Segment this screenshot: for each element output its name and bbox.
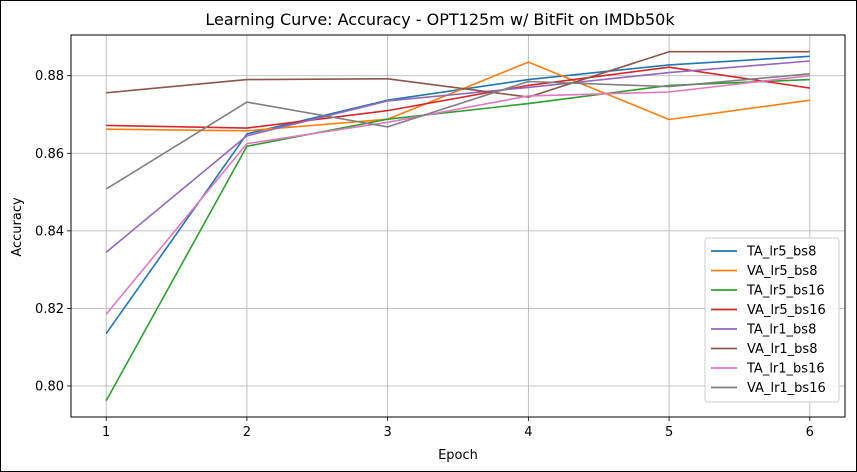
x-tick-label: 1 [102, 425, 110, 440]
y-axis-label: Accuracy [10, 197, 25, 257]
legend-entry-label: TA_lr1_bs8 [746, 323, 816, 338]
series-line-VA_lr1_bs16 [105, 73, 810, 190]
x-tick-label: 3 [383, 425, 391, 440]
grid-lines [71, 35, 845, 417]
x-tick-label: 6 [806, 425, 814, 440]
x-tick-label: 5 [665, 425, 673, 440]
series-line-VA_lr5_bs16 [106, 66, 810, 129]
legend: TA_lr5_bs8 VA_lr5_bs8 TA_lr5_bs16 VA_lr5_bs… [704, 237, 840, 403]
y-tick-label: 0.84 [35, 224, 64, 239]
x-tick-label: 4 [524, 425, 532, 440]
y-tick-label: 0.88 [35, 69, 64, 84]
legend-entry-label: VA_lr1_bs8 [747, 342, 817, 357]
legend-entry-label: VA_lr5_bs8 [747, 264, 817, 279]
y-tick-label: 0.80 [35, 379, 64, 394]
legend-entry-label: VA_lr5_bs16 [747, 303, 826, 318]
series-line-TA_lr1_bs8 [105, 60, 810, 253]
x-tick-label: 2 [243, 425, 251, 440]
legend-entry-label: TA_lr5_bs16 [746, 284, 825, 299]
series-line-VA_lr1_bs8 [106, 50, 810, 98]
y-tick-label: 0.82 [35, 302, 64, 317]
plot-area-border [70, 34, 846, 418]
series-line-TA_lr1_bs16 [105, 74, 810, 315]
legend-entry-label: TA_lr1_bs16 [746, 362, 825, 377]
legend-entry-label: VA_lr1_bs16 [747, 381, 826, 396]
x-axis-label: Epoch [438, 448, 478, 463]
chart-title: Learning Curve: Accuracy - OPT125m w/ Bi… [205, 10, 675, 29]
y-tick-label: 0.86 [35, 147, 64, 162]
x-axis-ticks: 1 2 3 4 5 6 [102, 417, 814, 440]
legend-entry-label: TA_lr5_bs8 [746, 245, 816, 260]
y-axis-ticks: 0.80 0.82 0.84 0.86 0.88 [35, 69, 71, 394]
legend-box [704, 237, 840, 403]
series-lines [105, 50, 810, 402]
series-line-VA_lr5_bs8 [106, 61, 810, 132]
